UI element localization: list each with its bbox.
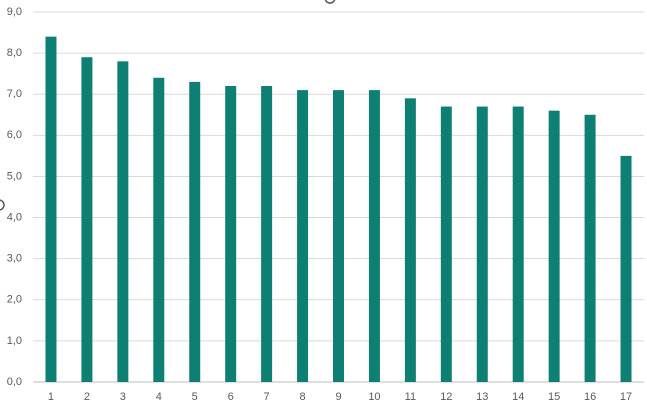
x-tick-label: 5 — [192, 391, 198, 403]
y-tick-label: 6,0 — [7, 129, 22, 141]
x-tick-label: 2 — [84, 391, 90, 403]
x-tick-label: 14 — [512, 391, 524, 403]
bar — [368, 90, 380, 382]
x-tick-label: 13 — [476, 391, 488, 403]
bar — [512, 106, 524, 383]
x-tick-label: 4 — [156, 391, 162, 403]
bar — [45, 36, 57, 383]
y-tick-label: 7,0 — [7, 88, 22, 100]
bar — [81, 57, 93, 382]
bar — [153, 77, 165, 383]
bar — [548, 110, 560, 383]
bar — [117, 61, 129, 382]
bar — [297, 90, 309, 382]
y-tick-label: 3,0 — [7, 253, 22, 265]
x-tick-label: 3 — [120, 391, 126, 403]
y-tick-label: 9,0 — [7, 6, 22, 18]
bar — [620, 155, 632, 382]
x-tick-label: 8 — [299, 391, 305, 403]
x-tick-label: 6 — [228, 391, 234, 403]
x-tick-label: 10 — [368, 391, 380, 403]
bar — [584, 114, 596, 383]
x-tick-label: 1 — [48, 391, 54, 403]
bar — [404, 98, 416, 382]
bar — [333, 90, 344, 382]
x-tick-label: 7 — [264, 391, 270, 403]
bar — [189, 81, 201, 382]
y-tick-label: 8,0 — [7, 47, 22, 59]
y-tick-label: 4,0 — [7, 211, 22, 223]
bar — [476, 106, 488, 383]
x-tick-label: 15 — [548, 391, 560, 403]
bar — [440, 106, 452, 383]
bar — [261, 86, 273, 382]
x-tick-label: 9 — [335, 391, 341, 403]
y-tick-label: 5,0 — [7, 170, 22, 182]
x-tick-label: 16 — [584, 391, 596, 403]
y-tick-label: 1,0 — [7, 335, 22, 347]
x-tick-label: 11 — [405, 391, 416, 403]
y-tick-label: 0,0 — [7, 376, 22, 388]
selection-handle — [0, 199, 5, 211]
selection-handle — [324, 0, 336, 4]
x-tick-label: 12 — [440, 391, 452, 403]
bar — [225, 86, 237, 382]
x-tick-label: 17 — [620, 391, 632, 403]
y-tick-label: 2,0 — [7, 294, 22, 306]
